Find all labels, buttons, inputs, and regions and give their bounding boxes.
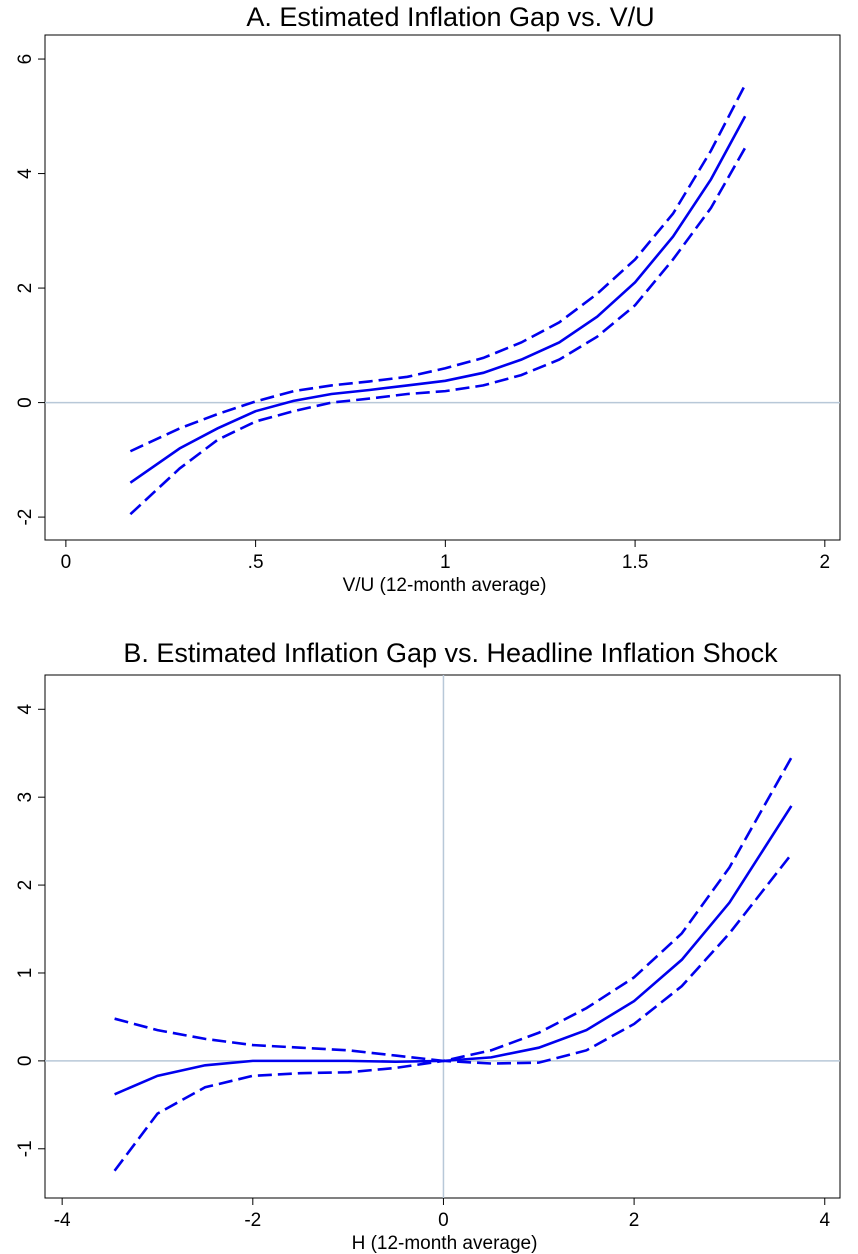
confidence-band-line — [129, 84, 747, 453]
plot-frame — [44, 34, 841, 541]
x-tick-label: 0 — [438, 1210, 449, 1231]
x-tick-label: 0 — [61, 552, 72, 573]
x-tick-label: 4 — [819, 1210, 830, 1231]
confidence-band-line — [114, 756, 793, 1063]
x-tick-label: 2 — [820, 552, 831, 573]
chart-title: B. Estimated Inflation Gap vs. Headline … — [123, 638, 778, 668]
y-tick-label: 4 — [15, 704, 36, 715]
x-tick-label: -2 — [244, 1210, 261, 1231]
chart-title: A. Estimated Inflation Gap vs. V/U — [246, 2, 654, 32]
x-tick-label: -4 — [54, 1210, 71, 1231]
confidence-band-line — [113, 853, 793, 1172]
x-tick-label: 1.5 — [622, 552, 648, 573]
y-tick-label: 4 — [15, 168, 36, 179]
y-tick-label: 2 — [15, 283, 36, 294]
y-tick-label: 3 — [15, 792, 36, 803]
x-axis-label: H (12-month average) — [352, 1233, 538, 1254]
x-tick-label: 2 — [629, 1210, 640, 1231]
plot-frame — [44, 674, 841, 1199]
x-tick-label: .5 — [248, 552, 264, 573]
y-tick-label: -2 — [15, 509, 36, 526]
y-tick-label: 0 — [15, 1056, 36, 1067]
x-axis-label: V/U (12-month average) — [343, 575, 547, 596]
y-tick-label: 6 — [15, 54, 36, 65]
y-tick-label: 1 — [15, 968, 36, 979]
estimate-line — [129, 115, 747, 484]
y-tick-label: -1 — [15, 1140, 36, 1157]
estimate-line — [114, 805, 793, 1096]
y-tick-label: 2 — [15, 880, 36, 891]
y-tick-label: 0 — [15, 397, 36, 408]
x-tick-label: 1 — [440, 552, 451, 573]
confidence-band-line — [129, 147, 747, 516]
